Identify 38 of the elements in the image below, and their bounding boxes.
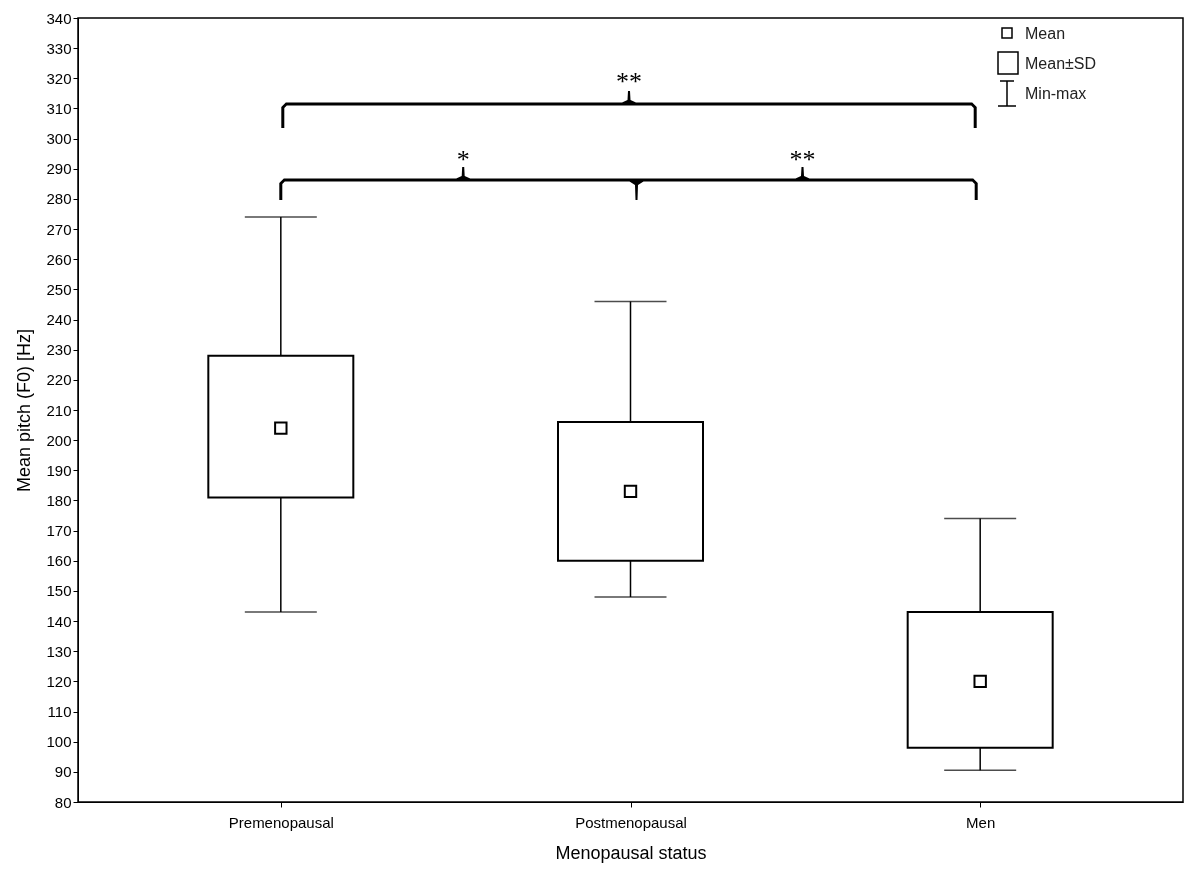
y-tick-label: 100 — [46, 733, 72, 751]
y-tick-label: 90 — [54, 763, 72, 781]
y-tick-label: 180 — [46, 491, 72, 509]
y-tick-label: 300 — [46, 130, 72, 148]
y-tick-label: 310 — [46, 99, 72, 117]
y-tick-label: 280 — [46, 190, 72, 208]
y-tick-label: 210 — [46, 401, 72, 419]
y-tick-label: 240 — [46, 311, 72, 329]
y-tick-label: 170 — [46, 522, 72, 540]
annotation: Mean — [1025, 25, 1066, 42]
annotation: ** — [789, 145, 816, 174]
annotation: * — [456, 145, 470, 174]
y-tick-label: 340 — [46, 9, 72, 27]
y-tick-label: 80 — [54, 793, 72, 811]
y-tick-label: 330 — [46, 39, 72, 57]
x-tick-label: Postmenopausal — [575, 813, 687, 831]
annotation: Min-max — [1025, 85, 1087, 102]
y-tick-label: 110 — [47, 703, 72, 721]
y-tick-label: 150 — [46, 582, 72, 600]
y-tick-label: 220 — [46, 371, 72, 389]
y-tick-label: 200 — [46, 431, 72, 449]
y-tick-label: 270 — [46, 220, 72, 238]
y-tick-label: 290 — [46, 160, 72, 178]
x-tick-label: Premenopausal — [228, 813, 334, 831]
y-axis-title: Mean pitch (F0) [Hz] — [14, 328, 35, 493]
y-tick-label: 160 — [46, 552, 72, 570]
y-tick-label: 250 — [46, 280, 72, 298]
x-tick-label: Men — [966, 813, 996, 831]
y-tick-label: 190 — [46, 461, 72, 479]
annotation: Mean±SD — [1025, 55, 1097, 72]
y-tick-label: 130 — [46, 642, 72, 660]
y-tick-label: 260 — [46, 250, 72, 268]
y-tick-label: 320 — [46, 69, 72, 87]
x-axis-title: Menopausal status — [555, 842, 707, 863]
y-tick-label: 140 — [46, 612, 72, 630]
y-tick-label: 230 — [46, 341, 72, 359]
annotation: ** — [616, 67, 642, 96]
y-tick-label: 120 — [46, 672, 72, 690]
